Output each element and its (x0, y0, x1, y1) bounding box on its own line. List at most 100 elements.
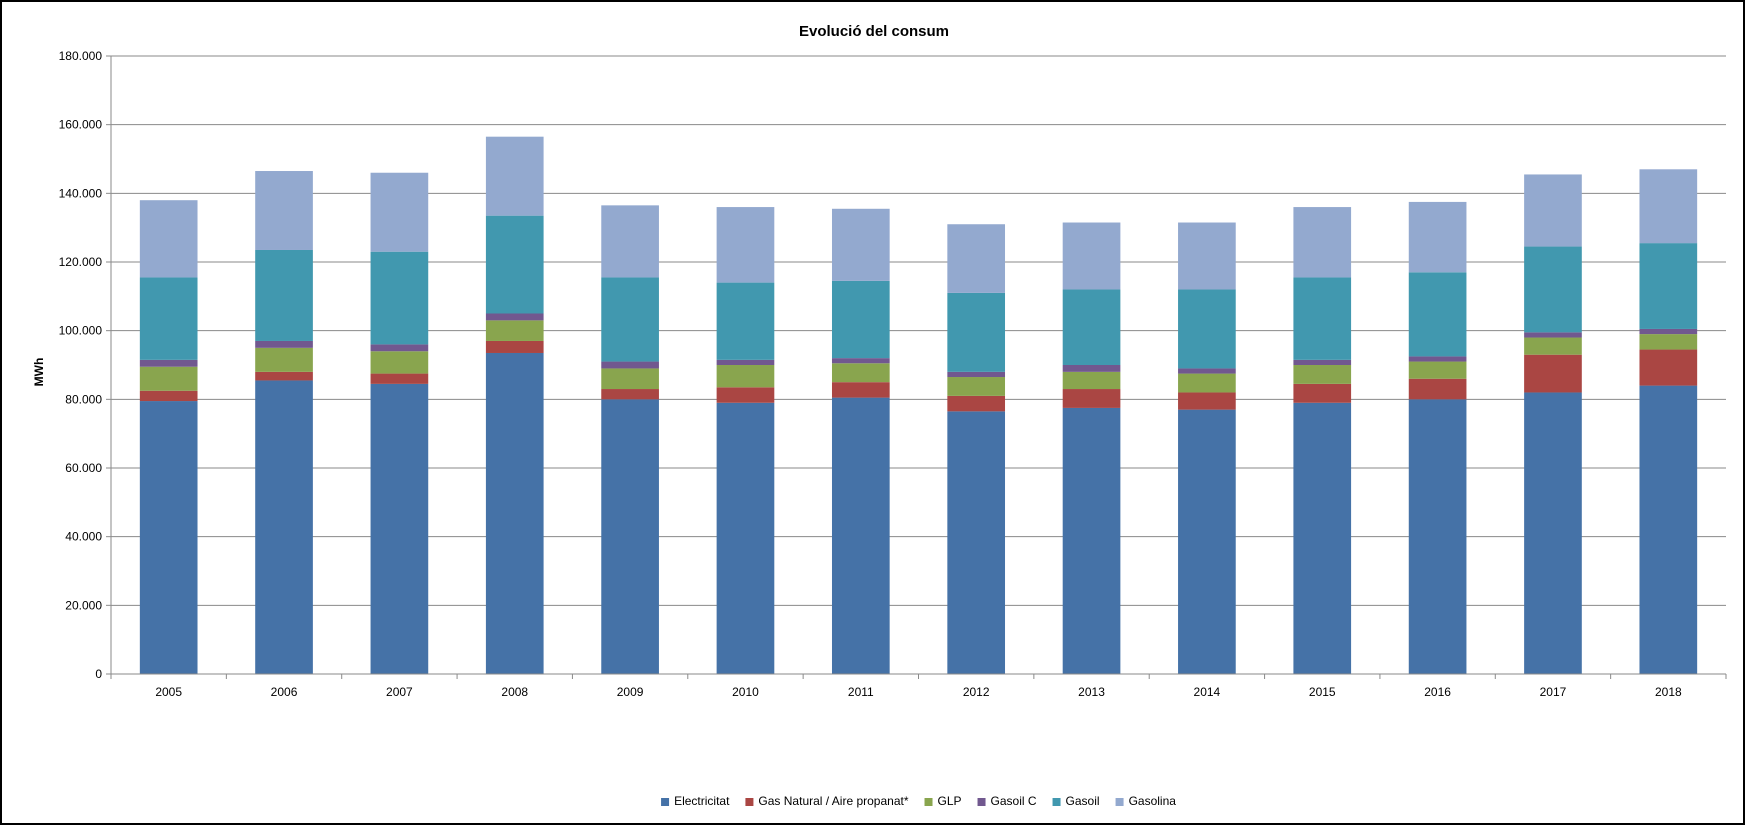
bar-gasolina-2008 (485, 136, 544, 216)
bar-glp-2012 (947, 377, 1006, 396)
bar-glp-2008 (485, 320, 544, 341)
legend-swatch (1115, 798, 1124, 806)
bar-gasoil-c-2006 (255, 340, 313, 348)
bar-gasolina-2013 (1062, 222, 1121, 290)
bar-glp-2005 (139, 366, 198, 391)
bar-gas-natural-aire-propanat-2009 (601, 389, 659, 400)
bar-electricitat-2013 (1062, 407, 1121, 674)
bar-gasoil-c-2013 (1062, 365, 1121, 372)
bar-electricitat-2015 (1293, 402, 1352, 674)
bar-gasolina-2017 (1524, 174, 1582, 247)
bar-gasoil-2009 (601, 277, 659, 362)
bar-gas-natural-aire-propanat-2012 (947, 395, 1006, 412)
bar-gasoil-2012 (947, 292, 1006, 372)
legend-swatch (977, 798, 986, 806)
bar-gasoil-2013 (1062, 289, 1121, 365)
legend-label: GLP (938, 794, 962, 808)
bar-electricitat-2007 (370, 383, 429, 674)
legend-item-gasolina: Gasolina (1115, 794, 1177, 808)
bar-electricitat-2006 (255, 380, 313, 674)
legend-swatch (1052, 798, 1061, 806)
bar-gas-natural-aire-propanat-2016 (1408, 378, 1467, 400)
bar-electricitat-2009 (601, 399, 659, 674)
bar-gas-natural-aire-propanat-2017 (1524, 354, 1582, 393)
x-axis-ticks: 2005 2006 2007 2008 2009 2010 2011 2012 2013 2014… (110, 674, 1727, 699)
bar-glp-2006 (255, 347, 313, 372)
bar-gas-natural-aire-propanat-2018 (1639, 349, 1698, 386)
bar-glp-2015 (1293, 365, 1352, 384)
bar-gasoil-2018 (1639, 243, 1698, 329)
y-tick-label: 100.000 (59, 324, 103, 338)
x-tick-label: 2008 (501, 685, 528, 699)
legend-swatch (661, 798, 670, 806)
bar-gasolina-2014 (1178, 222, 1236, 290)
legend-label: Gasoil (1066, 794, 1100, 808)
y-tick-label: 120.000 (59, 255, 103, 269)
gridlines (111, 55, 1726, 606)
bar-gasoil-c-2014 (1178, 368, 1236, 374)
bar-glp-2010 (716, 365, 775, 388)
bar-gasolina-2011 (831, 208, 890, 281)
bar-electricitat-2012 (947, 411, 1006, 674)
bar-gas-natural-aire-propanat-2008 (485, 340, 544, 353)
bar-glp-2011 (831, 363, 890, 383)
bar-glp-2013 (1062, 371, 1121, 390)
y-tick-label: 40.000 (65, 530, 102, 544)
x-tick-label: 2012 (963, 685, 990, 699)
bar-electricitat-2011 (831, 397, 890, 674)
chart-title: Evolució del consum (799, 23, 949, 40)
legend-label: Gasoil C (991, 794, 1037, 808)
bar-glp-2014 (1178, 373, 1236, 393)
x-tick-label: 2007 (386, 685, 413, 699)
bar-electricitat-2008 (485, 352, 544, 674)
bar-gas-natural-aire-propanat-2015 (1293, 383, 1352, 403)
bar-gasoil-2008 (485, 215, 544, 314)
bar-gasoil-c-2012 (947, 371, 1006, 378)
bar-gasoil-2005 (139, 277, 198, 360)
bars (139, 136, 1698, 674)
y-tick-label: 180.000 (59, 49, 103, 63)
x-tick-label: 2006 (271, 685, 298, 699)
legend-item-glp: GLP (924, 794, 962, 808)
bar-electricitat-2005 (139, 401, 198, 674)
bar-glp-2017 (1524, 337, 1582, 355)
x-tick-label: 2013 (1078, 685, 1105, 699)
legend-swatch (745, 798, 754, 806)
legend-item-gasoil-c: Gasoil C (977, 794, 1037, 808)
x-tick-label: 2015 (1309, 685, 1336, 699)
bar-electricitat-2018 (1639, 385, 1698, 674)
y-axis-title: MWh (32, 358, 46, 387)
bar-gas-natural-aire-propanat-2011 (831, 382, 890, 398)
bar-gasoil-c-2005 (139, 359, 198, 367)
bar-gasoil-2015 (1293, 277, 1352, 360)
bar-gasoil-2011 (831, 280, 890, 359)
x-tick-label: 2017 (1540, 685, 1567, 699)
x-tick-label: 2014 (1194, 685, 1221, 699)
bar-gasoil-c-2007 (370, 344, 429, 352)
y-tick-label: 140.000 (59, 186, 103, 200)
axes (110, 56, 1726, 675)
bar-gasoil-c-2017 (1524, 332, 1582, 338)
y-tick-label: 20.000 (65, 598, 102, 612)
x-tick-label: 2010 (732, 685, 759, 699)
bar-gasolina-2016 (1408, 201, 1467, 273)
bar-gasolina-2007 (370, 172, 429, 252)
bar-electricitat-2017 (1524, 392, 1582, 674)
bar-glp-2009 (601, 368, 659, 390)
legend-label: Gasolina (1129, 794, 1177, 808)
bar-glp-2007 (370, 351, 429, 374)
y-tick-label: 0 (95, 667, 102, 681)
y-axis-ticks: 0 20.000 40.000 60.000 80.000 100.000 120.000 1… (59, 49, 111, 681)
legend-label: Gas Natural / Aire propanat* (758, 794, 908, 808)
bar-gas-natural-aire-propanat-2013 (1062, 389, 1121, 408)
bar-gasoil-2014 (1178, 289, 1236, 369)
bar-gasoil-c-2009 (601, 361, 659, 369)
bar-gasoil-2007 (370, 251, 429, 345)
legend-label: Electricitat (674, 794, 730, 808)
legend-swatch (924, 798, 933, 806)
bar-gas-natural-aire-propanat-2007 (370, 373, 429, 384)
bar-gasoil-2010 (716, 282, 775, 360)
bar-gasoil-c-2016 (1408, 356, 1467, 362)
